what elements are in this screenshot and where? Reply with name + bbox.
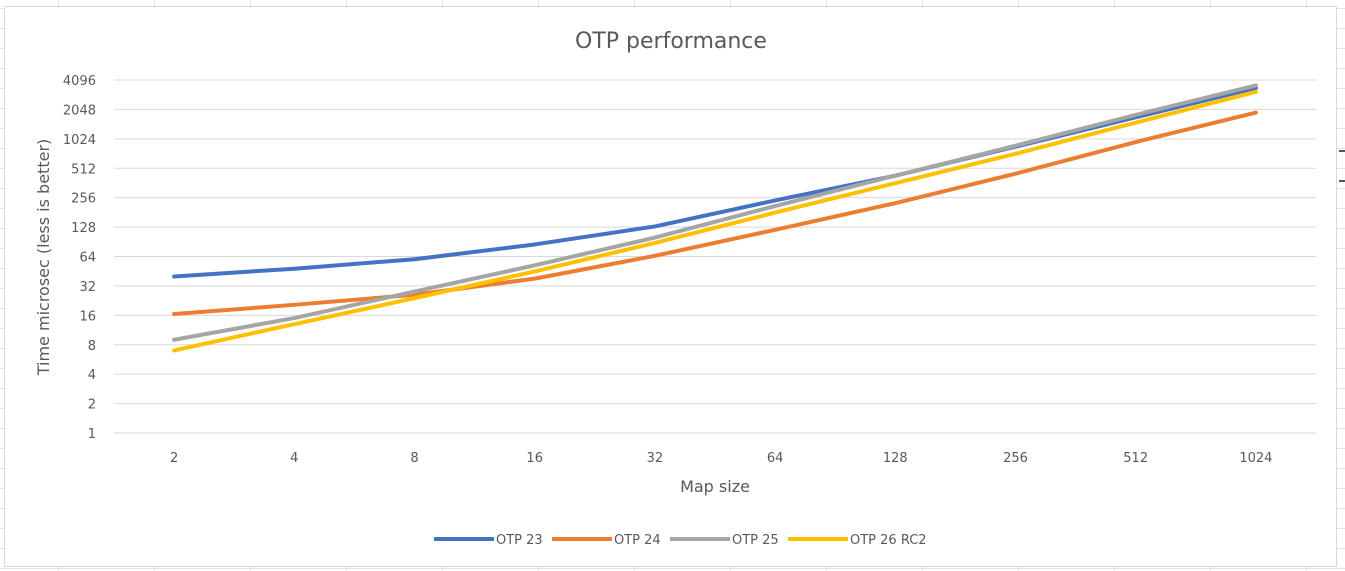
y-tick-label: 512 [71, 162, 96, 177]
cell-border-mark [1339, 180, 1345, 182]
y-tick-label: 32 [79, 280, 96, 295]
gridlines [114, 79, 1316, 434]
y-tick-label: 4096 [63, 74, 96, 89]
series-line-otp-24 [172, 110, 1258, 317]
y-tick-label: 64 [79, 251, 96, 266]
x-tick-label: 2 [170, 451, 178, 466]
legend-label: OTP 26 RC2 [850, 533, 927, 548]
y-tick-label: 256 [71, 192, 96, 207]
x-tick-label: 512 [1123, 451, 1148, 466]
x-tick-label: 128 [883, 451, 908, 466]
chart-title: OTP performance [575, 29, 767, 54]
x-tick-label: 16 [526, 451, 543, 466]
series-line-otp-23 [172, 85, 1258, 279]
y-tick-label: 8 [88, 339, 96, 354]
x-tick-label: 256 [1003, 451, 1028, 466]
series-lines [172, 83, 1258, 353]
y-axis-title: Time microsec (less is better) [34, 139, 53, 377]
y-tick-label: 2048 [63, 103, 96, 118]
y-tick-label: 2 [88, 398, 96, 413]
y-axis-ticks: 1 2 4 8 16 32 64 128 256 512 1024 2048 4096 [63, 74, 96, 442]
x-tick-label: 8 [410, 451, 418, 466]
x-axis-title: Map size [680, 477, 750, 496]
legend-label: OTP 23 [496, 533, 543, 548]
legend: OTP 23 OTP 24 OTP 25 OTP 26 RC2 [434, 533, 927, 548]
y-tick-label: 128 [71, 221, 96, 236]
x-axis-ticks: 2 4 8 16 32 64 128 256 512 1024 [170, 451, 1272, 466]
x-tick-label: 64 [767, 451, 784, 466]
x-tick-label: 4 [290, 451, 298, 466]
series-line-otp-26-rc2 [172, 89, 1258, 353]
x-tick-label: 32 [647, 451, 664, 466]
legend-label: OTP 24 [614, 533, 661, 548]
y-tick-label: 16 [79, 309, 96, 324]
series-line-otp-25 [172, 83, 1258, 342]
y-tick-label: 1024 [63, 133, 96, 148]
y-tick-label: 1 [88, 427, 96, 442]
x-tick-label: 1024 [1239, 451, 1272, 466]
y-tick-label: 4 [88, 368, 96, 383]
chart-area[interactable] [4, 6, 1337, 567]
cell-border-mark [1339, 150, 1345, 152]
legend-label: OTP 25 [732, 533, 779, 548]
